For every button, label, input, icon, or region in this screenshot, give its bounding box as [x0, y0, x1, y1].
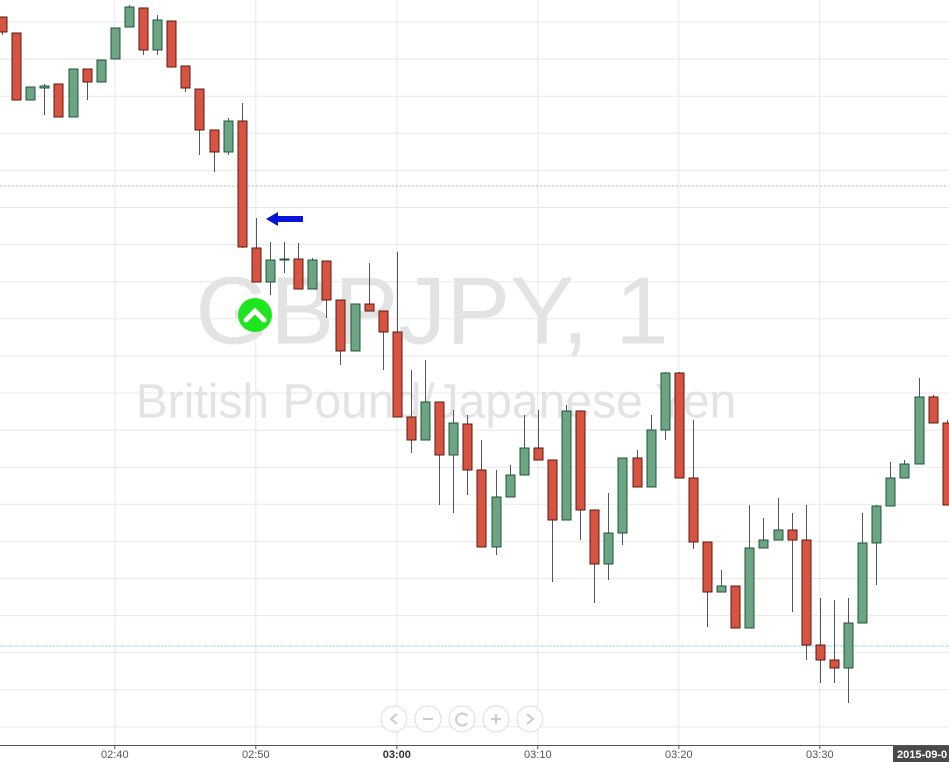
arrow-icon: [266, 212, 303, 226]
candle-body: [519, 447, 530, 476]
candle-body: [857, 542, 868, 624]
candle-body: [180, 65, 191, 89]
date-box: [893, 746, 949, 762]
candle-body: [646, 429, 657, 488]
candle-body: [744, 547, 755, 629]
x-tick-label: 02:40: [101, 749, 129, 761]
candle-body: [491, 496, 502, 548]
candle-body: [25, 86, 36, 101]
buy-icon: [238, 298, 272, 332]
candle-body: [68, 68, 79, 118]
candle-body: [350, 303, 361, 352]
candle-body: [603, 532, 614, 565]
candle-body: [533, 447, 544, 461]
candle-body: [632, 457, 643, 488]
nav-glyphs: [389, 712, 535, 727]
candle-body: [688, 477, 699, 543]
candle-body: [462, 423, 473, 471]
candle-body: [378, 310, 389, 333]
buy-chevron: [243, 307, 267, 323]
nav-buttons: [380, 705, 544, 733]
candle-body: [307, 259, 318, 290]
candle-body: [702, 541, 713, 593]
candle-body: [209, 129, 220, 153]
candle-body: [138, 7, 149, 51]
candle-body: [251, 247, 262, 283]
candle-body: [589, 509, 600, 565]
candle-body: [505, 474, 516, 498]
candle-body: [942, 422, 949, 506]
candle-body: [53, 83, 64, 118]
candle-body: [194, 88, 205, 131]
scroll-left-button[interactable]: [380, 705, 408, 733]
candle-body: [914, 396, 925, 465]
candle-body: [11, 32, 22, 101]
candle-body: [758, 539, 769, 549]
candle-body: [448, 422, 459, 456]
candle-body: [617, 457, 628, 534]
candle-body: [660, 372, 671, 431]
candle-body: [674, 372, 685, 479]
candle-body: [237, 120, 248, 248]
reset-button[interactable]: [448, 705, 476, 733]
x-tick-label: 03:10: [524, 749, 552, 761]
candle-body: [561, 410, 572, 521]
candle-body: [96, 59, 107, 83]
candle-body: [406, 416, 417, 441]
candle-body: [335, 299, 346, 352]
x-tick-label: 03:30: [806, 749, 834, 761]
candle-body: [39, 85, 50, 89]
candle-body: [110, 27, 121, 60]
scroll-right-button[interactable]: [516, 705, 544, 733]
candle-body: [885, 477, 896, 507]
candle-body: [815, 644, 826, 661]
candle-body: [476, 469, 487, 548]
x-tick-label: 03:20: [665, 749, 693, 761]
candle-body: [420, 401, 431, 441]
candle-body: [787, 529, 798, 541]
candle-body: [364, 303, 375, 312]
candle-body: [82, 68, 93, 83]
x-tick-label: 02:50: [242, 749, 270, 761]
candle-body: [773, 529, 784, 541]
candle-body: [547, 459, 558, 521]
candle-body: [575, 410, 586, 511]
candle-body: [829, 659, 840, 669]
candle-body: [293, 258, 304, 290]
candle-body: [392, 331, 403, 418]
x-tick-label: 03:00: [383, 749, 411, 761]
candle-body: [716, 585, 727, 593]
candle-body: [279, 258, 290, 261]
candle-body: [801, 539, 812, 646]
candle-body: [124, 6, 135, 28]
date-label: 2015-09-0: [897, 749, 947, 761]
candle-body: [265, 259, 276, 283]
candle-body: [223, 120, 234, 153]
candle-body: [434, 401, 445, 456]
candle-body: [843, 622, 854, 669]
candles: [0, 5, 949, 703]
candle-body: [166, 20, 177, 68]
candle-body: [871, 505, 882, 544]
candle-body: [730, 585, 741, 629]
candle-body: [928, 396, 939, 424]
candle-body: [321, 260, 332, 301]
candle-body: [0, 16, 8, 33]
candle-body: [899, 463, 910, 479]
candle-body: [152, 19, 163, 51]
